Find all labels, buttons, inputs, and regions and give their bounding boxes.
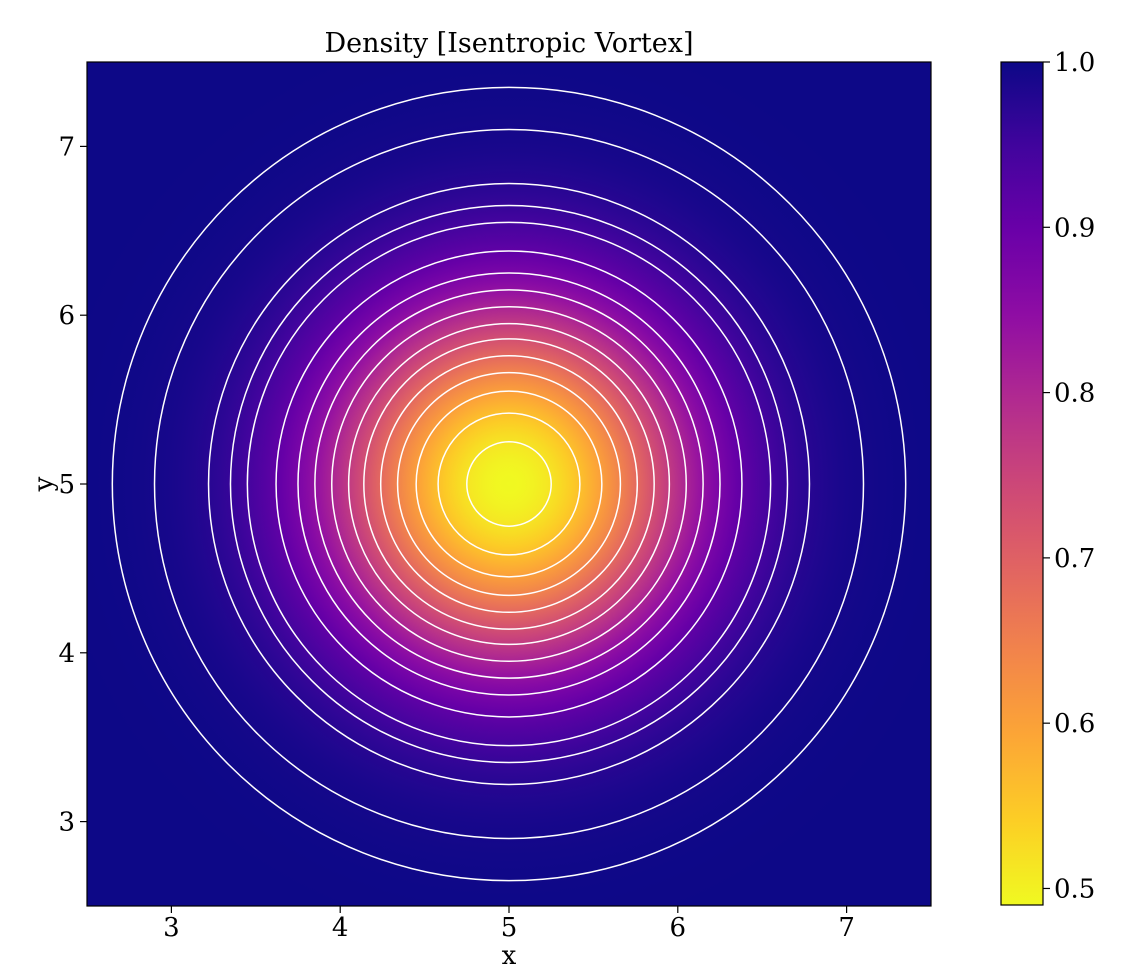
x-tick-label: 6 (670, 913, 687, 943)
contour-line (347, 322, 671, 646)
density-heatmap (87, 62, 931, 906)
colorbar-tick-label: 0.9 (1054, 213, 1095, 243)
x-axis-label: x (502, 941, 517, 971)
contour-line (229, 204, 789, 764)
contour-line (275, 250, 743, 718)
plot-area: 3 4 5 6 7 3 4 5 6 7 (58, 61, 932, 943)
contour-line (466, 441, 552, 527)
x-axis-ticks: 3 4 5 6 7 (163, 906, 855, 943)
y-axis-ticks: 3 4 5 6 7 (58, 132, 87, 838)
colorbar-scale (1001, 62, 1043, 905)
colorbar-tick-label: 0.6 (1054, 709, 1095, 739)
contour-line (363, 338, 655, 630)
contour-line (331, 306, 687, 662)
contour-line (314, 289, 704, 679)
colorbar-frame (1000, 61, 1044, 906)
y-tick-label: 6 (58, 301, 75, 331)
y-axis-label: y (29, 476, 59, 492)
contour-line (207, 182, 811, 786)
colorbar-tick-label: 1.0 (1054, 48, 1095, 78)
contour-line (111, 86, 907, 882)
contour-line (153, 128, 865, 840)
contour-line (415, 390, 603, 578)
contour-line (297, 272, 721, 696)
colorbar: 0.5 0.6 0.7 0.8 0.9 1.0 (1000, 48, 1095, 906)
x-tick-label: 4 (332, 913, 349, 943)
contour-line (379, 354, 639, 614)
contour-line (437, 412, 581, 556)
colorbar-ticks: 0.5 0.6 0.7 0.8 0.9 1.0 (1043, 48, 1095, 904)
y-tick-label: 4 (58, 639, 75, 669)
x-tick-label: 7 (838, 913, 855, 943)
contour-line (246, 221, 772, 747)
chart-title: Density [Isentropic Vortex] (324, 28, 693, 59)
contour-lines (111, 86, 907, 882)
y-tick-label: 3 (58, 808, 75, 838)
colorbar-tick-label: 0.8 (1054, 379, 1095, 409)
x-tick-label: 3 (163, 913, 180, 943)
x-tick-label: 5 (501, 913, 518, 943)
y-tick-label: 7 (58, 132, 75, 162)
colorbar-tick-label: 0.5 (1054, 874, 1095, 904)
y-tick-label: 5 (58, 470, 75, 500)
contour-line (396, 371, 622, 597)
colorbar-tick-label: 0.7 (1054, 544, 1095, 574)
